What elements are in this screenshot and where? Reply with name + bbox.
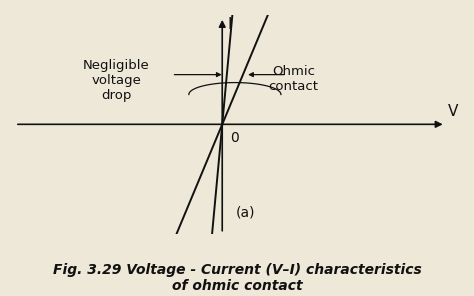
Text: Ohmic
contact: Ohmic contact: [268, 65, 318, 93]
Text: I: I: [228, 17, 232, 32]
Text: (a): (a): [236, 206, 255, 220]
Text: Fig. 3.29 Voltage - Current (V–I) characteristics
of ohmic contact: Fig. 3.29 Voltage - Current (V–I) charac…: [53, 263, 421, 293]
Text: 0: 0: [230, 131, 239, 145]
Text: V: V: [448, 104, 458, 119]
Text: Negligible
voltage
drop: Negligible voltage drop: [83, 59, 150, 102]
